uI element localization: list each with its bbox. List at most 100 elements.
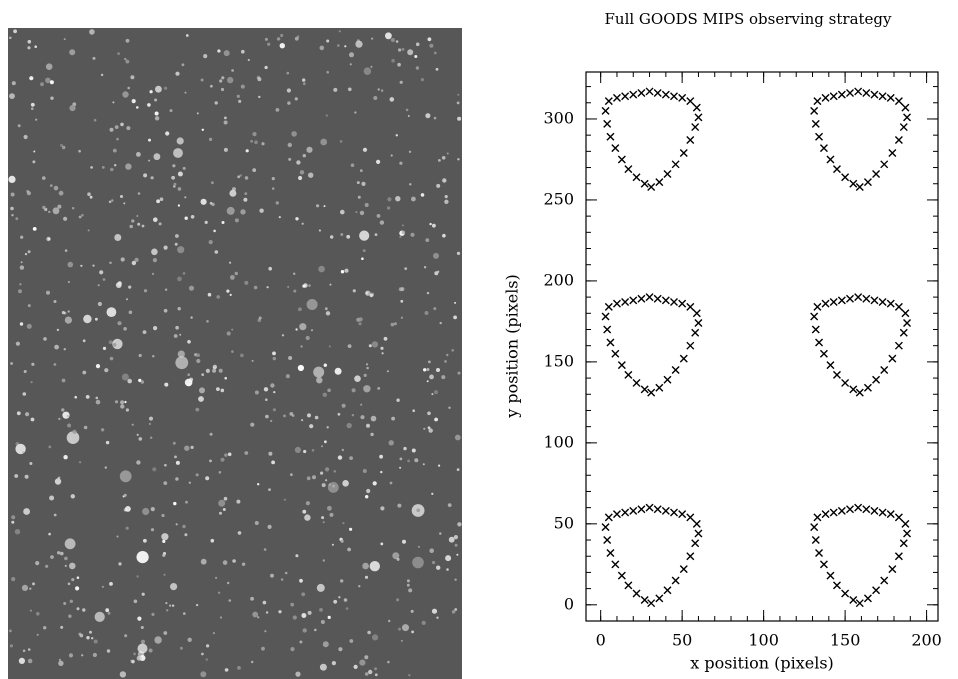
star [442,233,446,238]
star [370,432,374,437]
star [188,285,195,291]
star [214,250,219,254]
star [127,86,130,90]
star [428,428,433,433]
star [63,348,66,351]
star [187,340,191,344]
point [603,119,612,128]
star [316,377,323,384]
star [109,582,113,586]
star [10,206,14,211]
star [118,562,122,566]
point [611,560,620,569]
star [130,75,135,80]
star [231,350,234,353]
point [612,93,621,102]
star [183,612,186,615]
star [244,451,249,455]
star [364,203,369,207]
star [171,175,176,180]
star [99,270,104,275]
star [30,417,35,422]
star [136,655,142,661]
star [396,557,400,561]
star [90,166,93,169]
star [224,116,227,120]
star [321,516,325,520]
star [437,270,440,273]
star [358,585,361,588]
star [72,207,75,210]
star [150,436,153,439]
star [321,445,323,448]
star [158,222,162,226]
star [356,317,361,322]
star [69,599,74,603]
star [431,393,434,396]
point [629,296,638,305]
star [371,37,374,40]
star [138,437,143,441]
star [136,460,141,465]
star [131,423,134,426]
point [632,378,641,387]
star [395,134,398,137]
star [11,577,16,582]
star [280,578,284,581]
star [270,419,273,423]
star [404,267,408,270]
point [629,90,638,99]
y-tick-label: 150 [543,351,574,370]
star [436,368,440,372]
star [109,356,114,361]
point [632,173,641,182]
star [27,648,31,651]
star [58,658,62,662]
star [365,495,369,499]
star [275,201,279,205]
star [223,147,228,152]
star [223,50,230,57]
star [371,341,379,348]
star [423,266,427,269]
star [272,408,276,412]
star [188,481,191,484]
point [855,599,864,608]
star [222,560,228,565]
point [894,136,903,145]
star [95,364,101,369]
star [181,63,185,67]
star [340,233,344,236]
star [325,311,331,316]
star [350,163,355,167]
point [617,361,626,370]
star [229,261,232,264]
star [288,157,292,161]
star [296,160,301,165]
star [265,611,269,614]
star [220,388,225,393]
star [346,234,351,239]
point [872,375,881,384]
star [25,412,30,417]
star [97,301,102,307]
star [320,620,325,624]
star [319,663,327,671]
star [366,366,369,370]
star [432,560,436,565]
star [120,400,125,405]
point [653,505,662,514]
star [83,314,92,324]
point [601,312,610,321]
star [429,43,434,48]
star [141,592,145,596]
star [390,322,395,327]
point [811,536,820,545]
point [694,113,703,122]
star [200,198,207,205]
point [880,365,889,374]
star [302,78,306,82]
star [101,166,105,169]
star [78,149,81,153]
